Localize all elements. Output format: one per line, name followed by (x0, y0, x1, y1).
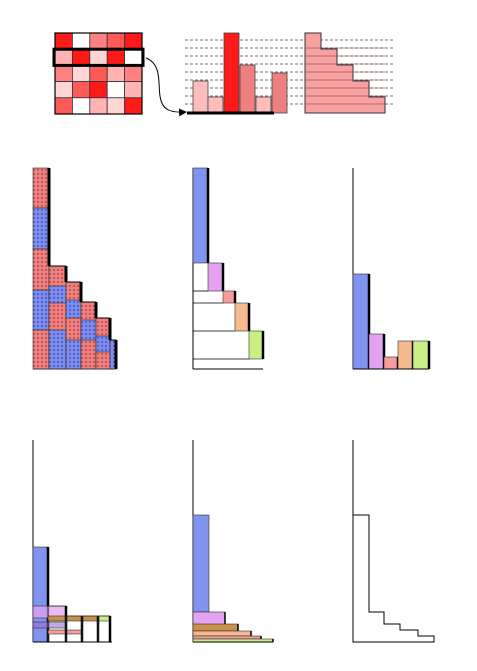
bar (383, 356, 399, 370)
matrix-cell (106, 81, 125, 99)
matrix-cell (89, 81, 108, 99)
overlay-ribbon (32, 621, 67, 629)
matrix-cell (124, 32, 143, 50)
matrix-cell (72, 65, 91, 83)
step-block (207, 262, 224, 292)
row-histogram (185, 32, 393, 115)
staircase-shape (304, 32, 386, 114)
stacked-band (32, 329, 50, 370)
matrix-cell (106, 48, 125, 66)
histogram-bar (271, 72, 288, 114)
matrix-cell (72, 48, 91, 66)
matrix-cell (54, 32, 73, 50)
horizontal-bar (192, 630, 252, 637)
stacked-block (95, 351, 111, 370)
bar (368, 333, 385, 370)
horizontal-bar (192, 623, 239, 632)
matrix-cell (89, 32, 108, 50)
horizontal-bar (192, 635, 262, 640)
outline-staircase (352, 514, 435, 643)
overlay-panel (32, 440, 112, 643)
matrix-cell (106, 65, 125, 83)
matrix-cell (54, 48, 73, 66)
stacked-band (32, 289, 50, 331)
horizontal-blue-bar (192, 514, 210, 613)
matrix-cell (89, 65, 108, 83)
matrix-cell (54, 65, 73, 83)
matrix-cell (89, 48, 108, 66)
step-block (192, 167, 209, 264)
bar (352, 273, 370, 370)
bar (397, 340, 414, 370)
histogram-bar (192, 80, 209, 114)
matrix-cell (54, 97, 73, 115)
horizontal-panel (192, 440, 274, 643)
matrix-cell (124, 48, 143, 66)
histogram-bar (255, 96, 272, 114)
matrix-cell (72, 97, 91, 115)
histogram-bar (207, 96, 224, 114)
matrix-cell (106, 32, 125, 50)
bar (412, 340, 430, 370)
steps-panel (192, 167, 265, 370)
stacked-block (65, 339, 82, 370)
stacked-band (32, 207, 50, 250)
step-block (222, 290, 236, 304)
matrix-cell (72, 32, 91, 50)
stacked-panel (32, 167, 118, 370)
matrix-cell (54, 81, 73, 99)
matrix-border (54, 32, 143, 115)
matrix-cell (124, 97, 143, 115)
heat-matrix (52, 32, 145, 115)
stacked-block (48, 329, 67, 370)
arrow-path (145, 57, 187, 117)
step-block (248, 330, 264, 360)
transfer-arrow (145, 57, 187, 117)
stacked-block (80, 339, 97, 370)
sorted-histogram (304, 32, 386, 114)
outline-panel (352, 440, 435, 643)
highlighted-row (52, 47, 145, 67)
matrix-cell (106, 97, 125, 115)
matrix-cell (124, 81, 143, 99)
matrix-cell (124, 65, 143, 83)
step-block (234, 302, 250, 332)
histogram-bar (223, 32, 240, 114)
histogram-bar (239, 64, 256, 114)
stacked-band (32, 167, 50, 209)
overlay-ribbon (97, 615, 111, 622)
stacked-band (32, 248, 50, 291)
matrix-cell (89, 97, 108, 115)
matrix-cell (72, 81, 91, 99)
overlay-ribbon (47, 615, 99, 622)
bars-panel (352, 168, 431, 370)
